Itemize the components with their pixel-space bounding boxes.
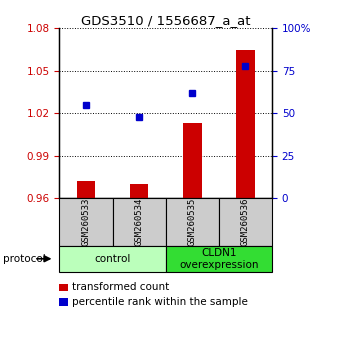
Text: GSM260533: GSM260533 bbox=[82, 198, 90, 246]
Text: protocol: protocol bbox=[3, 254, 46, 264]
Text: GSM260534: GSM260534 bbox=[135, 198, 144, 246]
Bar bbox=[77, 181, 95, 198]
Text: GSM260536: GSM260536 bbox=[241, 198, 250, 246]
Bar bbox=[183, 123, 202, 198]
Title: GDS3510 / 1556687_a_at: GDS3510 / 1556687_a_at bbox=[81, 14, 251, 27]
Text: control: control bbox=[95, 254, 131, 264]
Text: GSM260535: GSM260535 bbox=[188, 198, 197, 246]
Bar bbox=[130, 184, 149, 198]
Text: percentile rank within the sample: percentile rank within the sample bbox=[72, 297, 248, 307]
Text: CLDN1
overexpression: CLDN1 overexpression bbox=[179, 247, 259, 270]
Text: transformed count: transformed count bbox=[72, 282, 169, 292]
Bar bbox=[236, 50, 255, 198]
